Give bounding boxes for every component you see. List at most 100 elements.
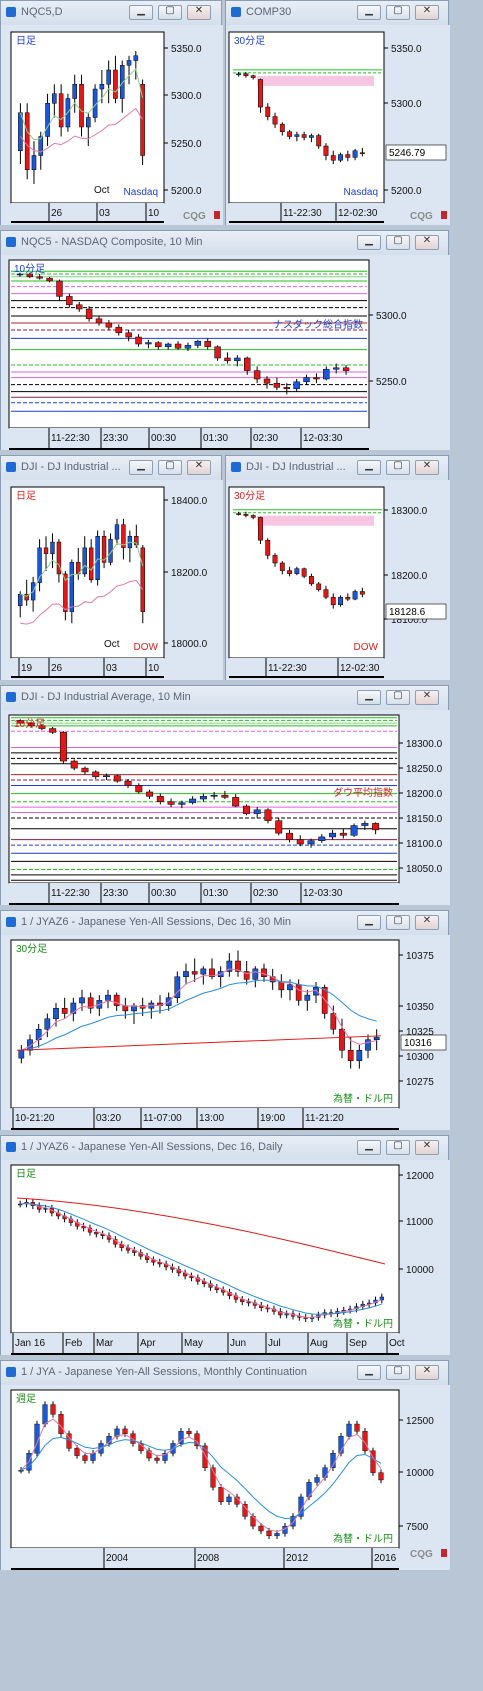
x-tick-label: 02:30	[253, 433, 278, 444]
window-title: DJI - DJ Industrial Average, 10 Min	[21, 691, 191, 703]
close-button[interactable]: ✕	[415, 1365, 439, 1380]
candle-body	[253, 809, 261, 814]
close-button[interactable]: ✕	[187, 5, 211, 20]
candle-body	[278, 1311, 283, 1316]
minimize-button[interactable]: ▁	[357, 460, 381, 475]
candle-body	[329, 832, 337, 838]
minimize-button[interactable]: ▁	[357, 1365, 381, 1380]
x-tick-label: 03	[106, 663, 118, 674]
x-tick-label: Jun	[230, 1338, 246, 1349]
x-tick-label: 02:30	[253, 888, 278, 899]
close-button[interactable]: ✕	[415, 915, 439, 930]
titlebar[interactable]: 1 / JYAZ6 - Japanese Yen-All Sessions, D…	[1, 1136, 448, 1160]
candle-body	[63, 573, 68, 612]
titlebar[interactable]: COMP30 ▁ ▢ ✕	[226, 1, 448, 25]
candle-body	[135, 336, 142, 345]
titlebar[interactable]: 1 / JYA - Japanese Yen-All Sessions, Mon…	[1, 1361, 448, 1385]
titlebar[interactable]: NQC5,D ▁ ▢ ✕	[1, 1, 221, 25]
candle-body	[69, 562, 75, 612]
close-button[interactable]: ✕	[415, 5, 439, 20]
y-tick-label: 18200.0	[406, 789, 443, 800]
candle-body	[183, 971, 189, 977]
maximize-button[interactable]: ▢	[386, 915, 410, 930]
maximize-button[interactable]: ▢	[158, 460, 182, 475]
period-tag: 週足	[16, 1393, 36, 1405]
candle-body	[145, 342, 152, 345]
chart-dji-daily[interactable]: 18400.0 18200.0 18000.0 19 26 03 10 Oct 日足 DOW	[1, 480, 223, 680]
maximize-button[interactable]: ▢	[158, 5, 182, 20]
x-tick-label: Mar	[96, 1338, 114, 1349]
close-button[interactable]: ✕	[415, 235, 439, 250]
close-button[interactable]: ✕	[415, 690, 439, 705]
candle-body	[258, 1525, 264, 1532]
chart-dji-10min[interactable]: 18300.0 18250.0 18200.0 18150.0 18100.0 18050…	[1, 710, 450, 905]
titlebar[interactable]: DJI - DJ Industrial ... ▁ ▢ ✕	[1, 456, 221, 480]
candle-body	[26, 273, 34, 278]
maximize-button[interactable]: ▢	[386, 690, 410, 705]
candle-body	[345, 154, 351, 158]
close-button[interactable]: ✕	[187, 460, 211, 475]
candle-body	[27, 722, 35, 727]
close-button[interactable]: ✕	[415, 460, 439, 475]
minimize-button[interactable]: ▁	[357, 915, 381, 930]
maximize-button[interactable]: ▢	[386, 1365, 410, 1380]
candle-body	[18, 1470, 24, 1472]
symbol-label: Nasdaq	[124, 187, 158, 198]
y-tick-label: 18100.0	[391, 615, 428, 626]
chart-nqc5-daily[interactable]: 5350.0 5300.0 5250.0 5200.0 26 03 10 Oct 日足 Nasda…	[1, 25, 223, 225]
y-tick-label: 18250.0	[406, 764, 443, 775]
candle-body	[218, 1487, 224, 1503]
candle-body	[253, 370, 261, 380]
period-tag: 30分足	[234, 490, 265, 502]
x-tick-label: 12-03:30	[303, 888, 343, 899]
minimize-button[interactable]: ▁	[357, 235, 381, 250]
candle-body	[16, 273, 24, 276]
minimize-button[interactable]: ▁	[357, 690, 381, 705]
candle-body	[200, 968, 207, 975]
x-axis-bar	[11, 203, 164, 223]
minimize-button[interactable]: ▁	[129, 460, 153, 475]
candle-body	[155, 342, 162, 348]
chart-jpy-30min[interactable]: 10375 10350 10325 10300 10275 10316 10-21:20 03…	[1, 935, 450, 1130]
candle-body	[316, 583, 322, 590]
close-button[interactable]: ✕	[415, 1140, 439, 1155]
y-tick-label: 5300.0	[171, 91, 202, 102]
candle-body	[46, 277, 53, 282]
candle-body	[342, 367, 350, 371]
titlebar[interactable]: DJI - DJ Industrial ... ▁ ▢ ✕	[226, 456, 448, 480]
plot-area	[8, 714, 400, 884]
symbol-label: 為替・ドル円	[333, 1317, 393, 1330]
candle-body	[146, 1450, 152, 1459]
titlebar[interactable]: 1 / JYAZ6 - Japanese Yen-All Sessions, D…	[1, 911, 448, 935]
chart-jpy-daily[interactable]: 12000 11000 10000 Jan 16 Feb Mar Apr May Jun Jul A…	[1, 1160, 450, 1355]
maximize-button[interactable]: ▢	[386, 5, 410, 20]
chart-comp30[interactable]: 5350.0 5300.0 5200.0 5246.79 11-22:30 12-02:3…	[226, 25, 450, 225]
symbol-label: 為替・ドル円	[333, 1532, 393, 1545]
x-tick-label: 11-22:30	[268, 663, 307, 674]
candle-body	[56, 541, 62, 575]
chart-nqc5-10min[interactable]: 5300.0 5250.0 11-22:30 23:30 00:30 01:30 02:30…	[1, 255, 450, 450]
maximize-button[interactable]: ▢	[386, 1140, 410, 1155]
maximize-button[interactable]: ▢	[386, 235, 410, 250]
window-title: 1 / JYA - Japanese Yen-All Sessions, Mon…	[21, 1366, 307, 1378]
y-tick-label: 12000	[406, 1171, 434, 1182]
candle-body	[113, 775, 121, 782]
minimize-button[interactable]: ▁	[357, 5, 381, 20]
axis-month-label: Oct	[94, 185, 110, 196]
candle-body	[154, 1457, 160, 1461]
candle-body	[250, 515, 256, 518]
candle-body	[278, 981, 285, 991]
titlebar[interactable]: NQC5 - NASDAQ Composite, 10 Min ▁ ▢ ✕	[1, 231, 448, 255]
x-axis-bar	[11, 1333, 399, 1355]
candle-body	[244, 357, 251, 371]
minimize-button[interactable]: ▁	[357, 1140, 381, 1155]
x-axis-bar	[11, 1548, 399, 1570]
minimize-button[interactable]: ▁	[129, 5, 153, 20]
candle-body	[36, 276, 43, 279]
maximize-button[interactable]: ▢	[386, 460, 410, 475]
titlebar[interactable]: DJI - DJ Industrial Average, 10 Min ▁ ▢ …	[1, 686, 448, 710]
candle-body	[115, 326, 122, 334]
candle-body	[70, 760, 78, 769]
